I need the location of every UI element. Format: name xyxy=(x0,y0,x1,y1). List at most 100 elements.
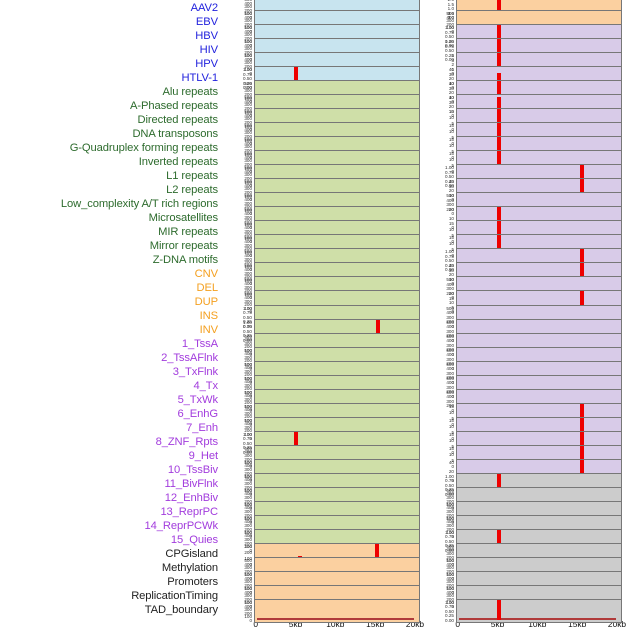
y-tick-label: 300 xyxy=(244,593,252,599)
y-tick-label: 0 xyxy=(451,309,454,315)
y-tick-label: 200 xyxy=(244,148,252,153)
y-tick-label: 0 xyxy=(451,562,454,567)
track-label: Alu repeats xyxy=(162,85,219,98)
y-tick-label: 500 xyxy=(244,179,252,185)
y-tick-label: 100 xyxy=(244,404,252,409)
y-tick-label: 0 xyxy=(451,337,454,343)
y-tick-label: 200 xyxy=(244,498,252,504)
y-tick-label: 300 xyxy=(446,551,454,556)
y-axis-ticks: 500 400 300 200 0 xyxy=(430,305,455,329)
y-tick-label: 400 xyxy=(446,519,454,525)
y-tick-label: 100 xyxy=(244,67,252,73)
y-tick-label: 500 xyxy=(446,572,454,577)
y-axis-ticks: 40 30 20 10 0 xyxy=(430,66,455,90)
y-tick-label: 15 xyxy=(448,137,454,143)
y-tick-label: 200 xyxy=(446,498,454,504)
y-tick-label: 400 xyxy=(446,491,454,497)
y-tick-label: 15 xyxy=(448,123,454,129)
y-tick-label: 5 xyxy=(451,457,454,463)
y-axis-ticks: 500 400 300 200 0 xyxy=(430,333,455,357)
y-tick-label: 300 xyxy=(244,270,252,276)
y-tick-label: 200 xyxy=(244,260,252,266)
y-tick-label: 0 xyxy=(451,141,454,147)
y-tick-label: 0 xyxy=(249,618,252,623)
y-tick-label: 100 xyxy=(244,250,252,255)
y-tick-label: 200 xyxy=(244,232,252,238)
y-tick-label: 0.75 xyxy=(445,29,454,35)
data-bar xyxy=(579,431,584,452)
y-tick-label: 300 xyxy=(244,467,252,472)
track-label: DUP xyxy=(194,295,218,308)
y-tick-label: 20 xyxy=(448,90,454,96)
y-tick-label: 100 xyxy=(446,502,454,508)
y-tick-label: 0 xyxy=(451,281,454,287)
y-tick-label: 200 xyxy=(446,22,454,27)
track-label: DEL xyxy=(196,281,219,294)
data-bar xyxy=(497,0,502,18)
y-tick-label: 0 xyxy=(249,365,252,371)
y-tick-label: 0 xyxy=(249,71,252,76)
y-tick-label: 10 xyxy=(448,423,454,429)
data-bar xyxy=(293,431,298,452)
data-bar xyxy=(497,599,502,620)
y-tick-label: 300 xyxy=(244,425,252,430)
y-tick-label: 15 xyxy=(448,296,454,301)
y-tick-label: 100 xyxy=(244,292,252,297)
y-tick-label: 0.75 xyxy=(243,324,252,329)
y-tick-label: 500 xyxy=(244,207,252,213)
y-tick-label: 500 xyxy=(244,137,252,143)
y-tick-label: 500 xyxy=(446,193,454,199)
track-label: 4_Tx xyxy=(193,380,219,393)
y-tick-label: 15 xyxy=(448,445,454,451)
y-tick-label: 400 xyxy=(446,589,454,595)
y-tick-label: 400 xyxy=(244,519,252,525)
y-tick-label: 40 xyxy=(448,263,454,269)
y-tick-label: 0.50 xyxy=(445,609,454,614)
y-tick-label: 0 xyxy=(249,463,252,469)
y-tick-label: 4 xyxy=(451,53,454,58)
y-tick-label: 300 xyxy=(446,579,454,584)
data-bar xyxy=(497,207,502,228)
y-tick-label: 400 xyxy=(244,575,252,581)
y-tick-label: 300 xyxy=(244,144,252,150)
y-tick-label: 400 xyxy=(244,127,252,132)
y-tick-label: 500 xyxy=(446,11,454,16)
x-tick-label: 0 xyxy=(253,619,258,629)
track-label: MIR repeats xyxy=(158,225,218,238)
y-tick-label: 200 xyxy=(244,92,252,97)
y-tick-label: 400 xyxy=(244,337,252,343)
y-tick-label: 0 xyxy=(451,534,454,539)
y-tick-label: 400 xyxy=(244,197,252,202)
y-tick-label: 1.00 xyxy=(445,530,454,535)
y-tick-label: 500 xyxy=(244,375,252,381)
track-label: G-Quadruplex forming repeats xyxy=(69,141,218,154)
y-tick-label: 500 xyxy=(244,81,252,87)
y-tick-label: 0 xyxy=(249,309,252,315)
y-axis-ticks: 15 10 5 0 xyxy=(430,431,455,455)
y-tick-label: 0.00 xyxy=(445,492,454,497)
y-tick-label: 300 xyxy=(244,453,252,458)
y-tick-label: 300 xyxy=(244,228,252,234)
y-tick-label: 0.00 xyxy=(445,43,454,48)
y-tick-label: 400 xyxy=(446,198,454,203)
y-tick-label: 200 xyxy=(244,568,252,574)
y-tick-label: 300 xyxy=(244,495,252,500)
y-tick-label: 0 xyxy=(451,85,454,90)
y-tick-label: 0 xyxy=(451,155,454,161)
y-tick-label: 400 xyxy=(446,338,454,343)
y-tick-label: 300 xyxy=(244,383,252,388)
y-tick-label: 0.00 xyxy=(243,323,252,329)
data-bar xyxy=(497,137,502,158)
y-tick-label: 400 xyxy=(244,239,252,244)
data-bar xyxy=(497,53,502,74)
